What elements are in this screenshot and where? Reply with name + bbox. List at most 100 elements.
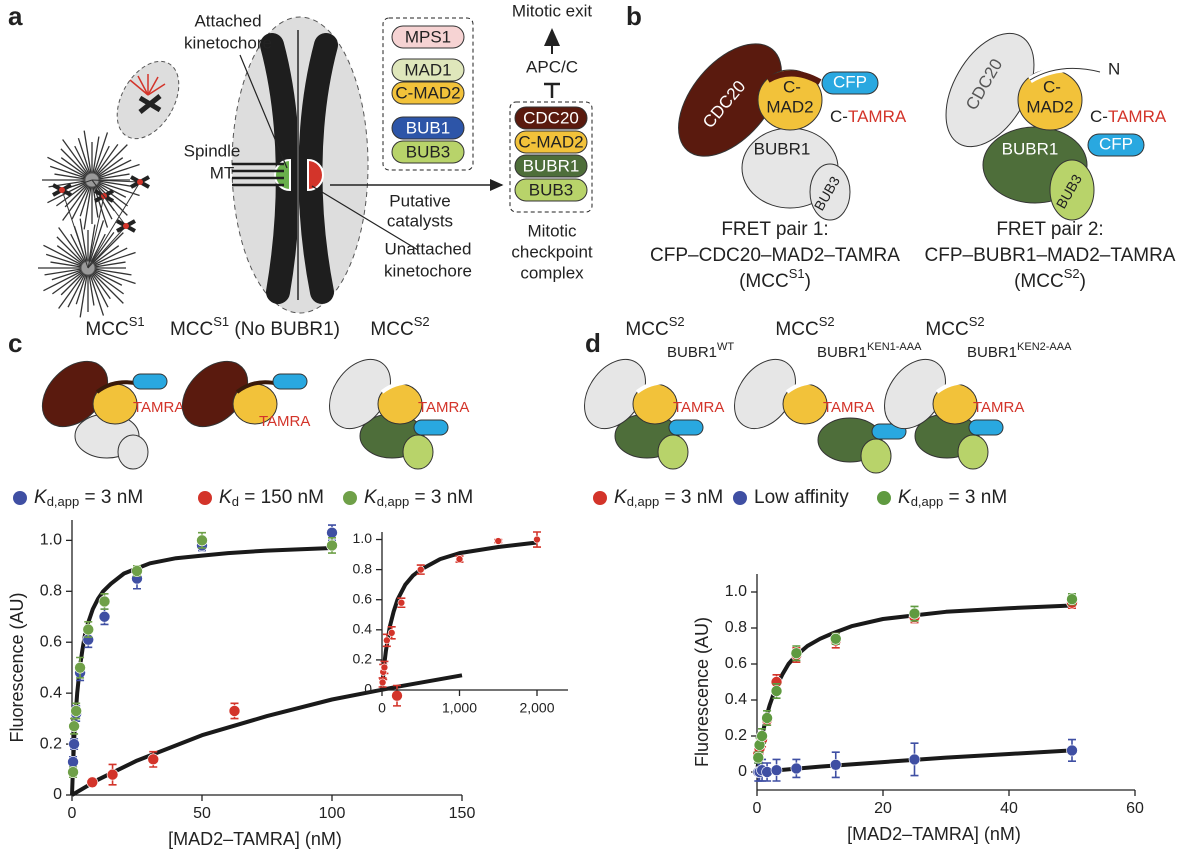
tag-label: TAMRA (673, 399, 724, 416)
label: Spindle (184, 141, 241, 160)
point (829, 632, 842, 645)
label-part: 150 (261, 487, 293, 508)
y-axis-label: Fluorescence (AU) (7, 592, 27, 742)
protein-label: C-MAD2 (518, 132, 583, 151)
label: TAMRA (848, 107, 907, 126)
label: Kd = 150 nM (219, 487, 324, 509)
point (68, 738, 80, 750)
y-tick-label: 0.4 (725, 691, 747, 708)
legend-marker (343, 491, 357, 505)
label: MCCS2 (925, 314, 984, 340)
point (761, 712, 773, 724)
point (790, 647, 803, 660)
label: CFP (833, 72, 867, 91)
y-tick-label: 0.2 (725, 727, 747, 744)
point (131, 565, 143, 577)
protein (514, 130, 588, 154)
bub3 (809, 163, 851, 221)
aster-ray (62, 139, 93, 181)
cfp (821, 71, 879, 95)
aster-ray (83, 179, 93, 230)
protein-label: BUBR1 (523, 156, 580, 175)
x-tick-label: 50 (193, 805, 211, 822)
y-axis-label: Fluorescence (AU) (692, 617, 712, 767)
x-axis-label: [MAD2–TAMRA] (nM) (168, 829, 342, 849)
cfp (413, 419, 449, 436)
complex-cartoon: TAMRA (329, 358, 469, 470)
panel-label: c (8, 328, 22, 358)
safety-belt (766, 70, 822, 85)
label-part: d (232, 494, 239, 509)
y-tick-label: 1.0 (725, 583, 747, 600)
caption: (MCCS2) (1014, 266, 1086, 292)
point (98, 610, 111, 623)
label-part: MCC (775, 319, 818, 340)
point (391, 689, 403, 702)
complex-cartoon: TAMRA (181, 360, 310, 430)
label: BUBR1WT (667, 341, 734, 361)
label: MCCS2 (370, 314, 429, 340)
protein (514, 178, 588, 202)
point (147, 753, 160, 766)
tag-label: TAMRA (259, 413, 310, 430)
legend-marker (13, 491, 27, 505)
point (494, 537, 503, 545)
tag-label: TAMRA (973, 399, 1024, 416)
label-part: = (943, 487, 965, 508)
point (908, 607, 921, 620)
complex-cartoon: TAMRA (41, 360, 184, 470)
point (770, 685, 783, 697)
label-part: BUBR1 (817, 344, 867, 361)
label-part: K (364, 487, 378, 508)
point (761, 766, 773, 778)
label: Kd,app = 3 nM (364, 487, 473, 509)
tag-label: TAMRA (418, 399, 469, 416)
spindle-fiber (91, 179, 127, 227)
protein-label: BUB3 (529, 180, 573, 199)
x-tick-label: 0 (378, 700, 386, 716)
label: Putative (389, 191, 450, 210)
mad2 (757, 69, 823, 131)
point (383, 636, 391, 645)
x-tick-label: 150 (449, 805, 476, 822)
label-part: = (239, 487, 261, 508)
label: TAMRA (1108, 107, 1167, 126)
y-tick-label: 1.0 (40, 532, 62, 549)
point (752, 751, 765, 764)
protein-label: MPS1 (405, 27, 451, 46)
catalyst-box (382, 17, 474, 171)
label: BUBR1 (754, 139, 811, 158)
aster-ray (87, 267, 105, 316)
label-part: K (34, 487, 48, 508)
point (908, 753, 921, 766)
label-part: nM (292, 487, 324, 508)
zoom-spindle (129, 74, 166, 96)
bub3 (657, 434, 689, 470)
point (829, 758, 842, 771)
bub3 (402, 434, 434, 470)
y-tick-label: 1.0 (353, 530, 373, 546)
aster-ray (87, 251, 136, 269)
kinetochore (137, 179, 143, 185)
point (326, 526, 338, 539)
label-part: K (219, 487, 233, 508)
tag-label: TAMRA (823, 399, 874, 416)
label: APC/C (526, 57, 578, 76)
label-part: S2 (414, 314, 430, 329)
y-tick-label: 0.8 (725, 619, 747, 636)
aster-ray (87, 267, 136, 285)
point (70, 705, 82, 717)
point (68, 720, 80, 733)
label: kinetochore (184, 33, 272, 52)
protein-label: MAD1 (404, 60, 451, 79)
aster-ray (47, 179, 93, 204)
label-part: MCC (925, 319, 968, 340)
spindle-fiber (87, 195, 105, 269)
point (455, 555, 464, 563)
y-tick-label: 0.8 (40, 583, 62, 600)
safety-belt (380, 380, 425, 394)
protein-label: BUB3 (406, 142, 450, 161)
bub3 (957, 434, 989, 470)
protein (391, 81, 465, 105)
